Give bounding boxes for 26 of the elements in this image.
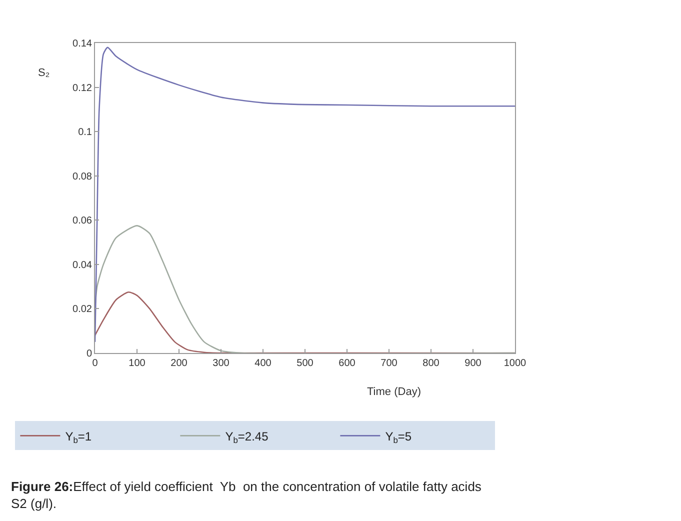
x-tick-label: 800 [422, 358, 440, 369]
x-tick-label: 600 [338, 358, 356, 369]
y-tick-label: 0.08 [72, 171, 92, 182]
x-tick-label: 700 [380, 358, 398, 369]
x-tick-label: 200 [170, 358, 188, 369]
legend-label: Y$_{b}$=1 [65, 429, 92, 445]
x-tick-label: 500 [296, 358, 314, 369]
y-tick-label: 0 [86, 348, 92, 360]
x-tick-label: 300 [212, 358, 230, 369]
x-tick-label: 100 [128, 358, 146, 369]
y-tick-label: 0.14 [72, 38, 92, 50]
line-series [95, 225, 515, 353]
line-series [95, 46, 515, 343]
x-tick-label: 900 [464, 358, 482, 369]
x-tick-label: 1000 [504, 358, 527, 369]
y-tick-label: 0.06 [72, 216, 92, 227]
x-axis-title: Time (Day) [367, 386, 421, 398]
text: Figure 26: [11, 479, 74, 494]
x-tick-label: 400 [254, 358, 272, 369]
y-tick-label: 0.1 [78, 127, 92, 138]
y-tick-label: 0.04 [72, 260, 92, 271]
y-axis-title: S₂ [38, 67, 50, 79]
y-tick-label: 0.02 [72, 304, 92, 316]
legend-label: Y$_{b}$=2.45 [225, 429, 269, 445]
y-tick-label: 0.12 [72, 82, 92, 94]
legend-label: Y$_{b}$=5 [385, 429, 412, 445]
